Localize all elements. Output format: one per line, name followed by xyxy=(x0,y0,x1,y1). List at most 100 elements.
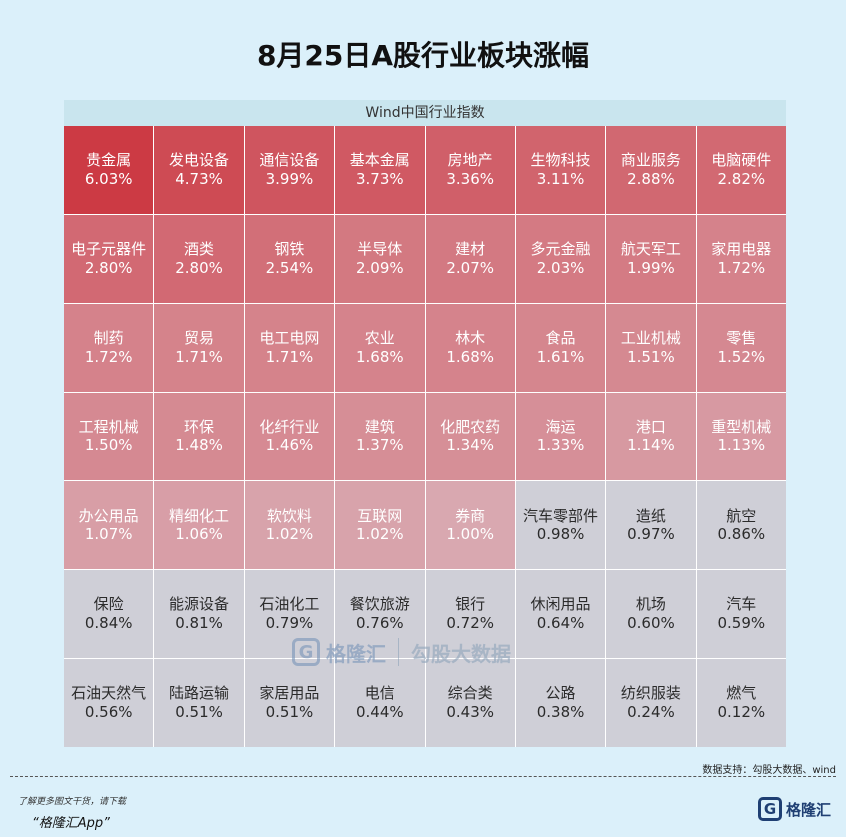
cell-label: 电脑硬件 xyxy=(711,151,772,170)
cell-label: 家居用品 xyxy=(259,684,320,703)
heatmap-cell: 餐饮旅游 0.76% xyxy=(335,570,425,659)
heatmap-cell: 银行 0.72% xyxy=(425,570,515,659)
cell-label: 纺织服装 xyxy=(620,684,681,703)
cell-value: 1.51% xyxy=(627,347,675,366)
cell-label: 林木 xyxy=(455,328,486,347)
cell-label: 生物科技 xyxy=(530,151,591,170)
cell-label: 商业服务 xyxy=(620,151,681,170)
cell-label: 电信 xyxy=(364,684,395,703)
promo-app-name: “格隆汇App” xyxy=(32,816,110,831)
cell-value: 2.03% xyxy=(536,258,585,277)
cell-label: 银行 xyxy=(455,595,486,614)
heatmap-cell: 食品 1.61% xyxy=(515,303,606,392)
heatmap-cell: 农业 1.68% xyxy=(335,303,425,392)
cell-label: 环保 xyxy=(184,417,215,436)
cell-value: 1.07% xyxy=(84,525,133,544)
cell-value: 1.02% xyxy=(265,525,314,544)
cell-label: 精细化工 xyxy=(169,506,230,525)
cell-label: 通信设备 xyxy=(259,151,320,170)
cell-value: 1.14% xyxy=(627,436,675,455)
heatmap-cell: 零售 1.52% xyxy=(696,303,786,392)
cell-value: 1.02% xyxy=(355,525,404,544)
cell-label: 综合类 xyxy=(447,684,493,703)
cell-value: 1.00% xyxy=(446,525,495,544)
cell-value: 0.86% xyxy=(717,525,766,544)
heatmap-cell: 港口 1.14% xyxy=(606,392,696,481)
cell-value: 2.54% xyxy=(265,258,314,277)
heatmap-cell: 商业服务 2.88% xyxy=(606,126,696,214)
heatmap-cell: 生物科技 3.11% xyxy=(515,126,606,214)
cell-value: 0.81% xyxy=(175,614,223,633)
cell-label: 建筑 xyxy=(364,417,395,436)
heatmap-title: Wind中国行业指数 xyxy=(64,100,786,126)
cell-value: 1.33% xyxy=(536,436,585,455)
cell-value: 0.51% xyxy=(175,703,223,722)
heatmap-cell: 办公用品 1.07% xyxy=(64,481,154,570)
heatmap-cell: 半导体 2.09% xyxy=(335,214,425,303)
cell-value: 3.99% xyxy=(265,169,314,188)
cell-label: 制药 xyxy=(93,328,124,347)
heatmap-cell: 保险 0.84% xyxy=(64,570,154,659)
cell-value: 1.37% xyxy=(355,436,404,455)
cell-value: 0.59% xyxy=(717,614,766,633)
heatmap-cell: 家居用品 0.51% xyxy=(244,659,335,747)
cell-label: 公路 xyxy=(545,684,576,703)
cell-value: 1.48% xyxy=(175,436,223,455)
heatmap-cell: 酒类 2.80% xyxy=(154,214,244,303)
cell-value: 1.72% xyxy=(84,347,133,366)
cell-label: 航天军工 xyxy=(620,240,681,259)
cell-label: 酒类 xyxy=(184,240,215,259)
cell-label: 发电设备 xyxy=(169,151,230,170)
cell-value: 0.51% xyxy=(265,703,314,722)
cell-value: 1.46% xyxy=(265,436,314,455)
heatmap-cell: 工业机械 1.51% xyxy=(606,303,696,392)
cell-label: 半导体 xyxy=(357,240,403,259)
heatmap-cell: 汽车 0.59% xyxy=(696,570,786,659)
cell-label: 石油化工 xyxy=(259,595,320,614)
cell-value: 0.12% xyxy=(717,703,766,722)
cell-value: 1.13% xyxy=(717,436,766,455)
heatmap-cell: 建材 2.07% xyxy=(425,214,515,303)
heatmap-cell: 制药 1.72% xyxy=(64,303,154,392)
heatmap-cell: 化肥农药 1.34% xyxy=(425,392,515,481)
cell-value: 2.80% xyxy=(84,258,133,277)
cell-label: 软饮料 xyxy=(266,506,312,525)
brand-logo[interactable]: G 格隆汇 xyxy=(758,797,831,821)
heatmap-cell: 纺织服装 0.24% xyxy=(606,659,696,747)
heatmap-cell: 建筑 1.37% xyxy=(335,392,425,481)
heatmap-cell: 电子元器件 2.80% xyxy=(64,214,154,303)
cell-value: 3.11% xyxy=(536,169,585,188)
heatmap-cell: 贵金属 6.03% xyxy=(64,126,154,214)
cell-label: 工程机械 xyxy=(78,417,139,436)
heatmap-cell: 基本金属 3.73% xyxy=(335,126,425,214)
cell-value: 0.72% xyxy=(446,614,495,633)
heatmap-cell: 钢铁 2.54% xyxy=(244,214,335,303)
cell-value: 1.68% xyxy=(446,347,495,366)
cell-label: 汽车 xyxy=(726,595,757,614)
heatmap-cell: 电脑硬件 2.82% xyxy=(696,126,786,214)
cell-value: 2.88% xyxy=(627,169,675,188)
cell-label: 基本金属 xyxy=(349,151,410,170)
cell-label: 化纤行业 xyxy=(259,417,320,436)
cell-value: 1.72% xyxy=(717,258,766,277)
heatmap-cell: 家用电器 1.72% xyxy=(696,214,786,303)
cell-label: 食品 xyxy=(545,328,576,347)
heatmap-cell: 通信设备 3.99% xyxy=(244,126,335,214)
heatmap-cell: 燃气 0.12% xyxy=(696,659,786,747)
cell-value: 3.73% xyxy=(355,169,404,188)
cell-value: 0.24% xyxy=(627,703,675,722)
cell-value: 0.84% xyxy=(84,614,133,633)
cell-value: 6.03% xyxy=(84,169,133,188)
heatmap-cell: 电信 0.44% xyxy=(335,659,425,747)
cell-value: 1.71% xyxy=(175,347,223,366)
heatmap-cell: 发电设备 4.73% xyxy=(154,126,244,214)
industry-heatmap: Wind中国行业指数 贵金属 6.03% 发电设备 4.73% 通信设备 3.99% 基本金… xyxy=(64,100,786,747)
cell-value: 1.99% xyxy=(627,258,675,277)
heatmap-cell: 多元金融 2.03% xyxy=(515,214,606,303)
cell-value: 2.07% xyxy=(446,258,495,277)
cell-label: 互联网 xyxy=(357,506,403,525)
heatmap-cell: 能源设备 0.81% xyxy=(154,570,244,659)
heatmap-cell: 造纸 0.97% xyxy=(606,481,696,570)
cell-value: 1.61% xyxy=(536,347,585,366)
cell-label: 陆路运输 xyxy=(169,684,230,703)
